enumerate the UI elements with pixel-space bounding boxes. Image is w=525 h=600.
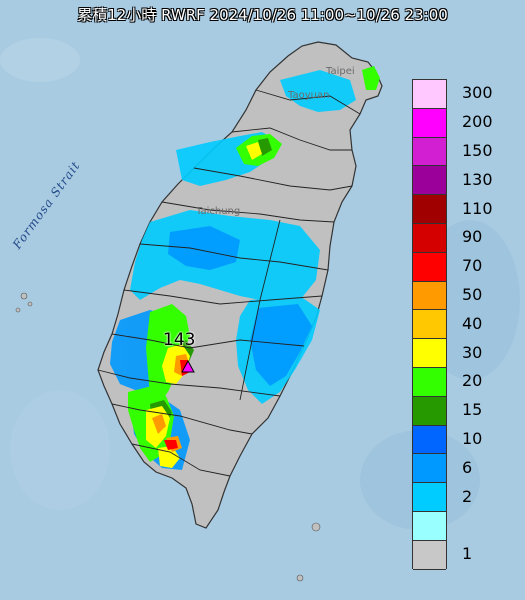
max-value-label: 143 — [163, 330, 196, 350]
legend-swatch — [413, 425, 446, 455]
legend-label: 150 — [462, 141, 493, 160]
legend-label: 30 — [462, 342, 483, 362]
legend-label: 110 — [462, 198, 493, 218]
legend-swatch — [413, 252, 446, 282]
legend-swatch — [413, 108, 446, 138]
legend-swatch — [413, 368, 446, 397]
legend-label: 2 — [462, 486, 473, 506]
color-legend — [412, 79, 447, 570]
legend-label: 15 — [462, 400, 483, 420]
legend-swatch — [413, 137, 446, 167]
legend-swatch — [413, 281, 446, 311]
map-title: 累積12小時 RWRF 2024/10/26 11:00~10/26 23:00 — [77, 6, 448, 24]
legend-label: 40 — [462, 313, 483, 333]
legend-swatch — [413, 339, 446, 368]
legend-label: 6 — [462, 457, 473, 477]
legend-label: 300 — [462, 83, 493, 103]
legend-swatch — [413, 483, 446, 512]
legend-swatch — [413, 396, 446, 426]
legend-label: 90 — [462, 227, 483, 247]
legend-swatch — [413, 224, 446, 253]
offshore-islands — [15, 292, 321, 582]
legend-swatch — [413, 80, 446, 109]
county-boundaries — [97, 89, 361, 477]
legend-swatch — [413, 195, 446, 224]
place-label-taoyuan: Taoyuan — [288, 90, 330, 101]
place-label-taichung: Taichung — [196, 206, 241, 217]
legend-label: 70 — [462, 256, 483, 276]
place-label-taipei: Taipei — [326, 66, 355, 77]
legend-swatch — [413, 540, 446, 570]
legend-swatch — [413, 310, 446, 340]
legend-label: 200 — [462, 112, 493, 132]
legend-label: 130 — [462, 169, 493, 189]
legend-label: 50 — [462, 285, 483, 304]
legend-swatch — [413, 166, 446, 196]
legend-swatch — [413, 454, 446, 484]
legend-label: 20 — [462, 371, 483, 391]
legend-label: 10 — [462, 429, 483, 448]
legend-swatch — [413, 512, 446, 541]
legend-label: 1 — [462, 544, 473, 564]
max-marker-triangle-icon — [181, 359, 195, 373]
